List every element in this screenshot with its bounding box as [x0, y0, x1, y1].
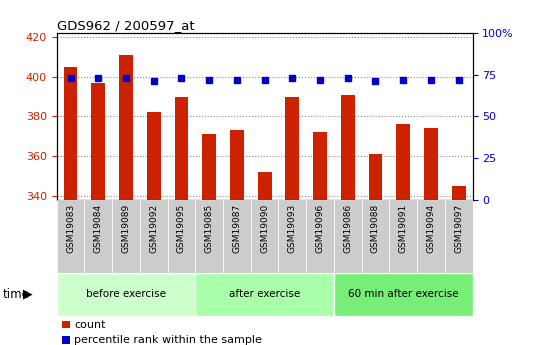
Text: GSM19096: GSM19096 [315, 204, 325, 253]
Bar [445, 200, 472, 273]
Bar [57, 200, 84, 273]
Text: GSM19093: GSM19093 [288, 204, 297, 253]
Bar [167, 200, 195, 273]
Bar [285, 97, 299, 200]
Text: GSM19091: GSM19091 [399, 204, 408, 253]
Text: ▶: ▶ [23, 288, 33, 300]
Text: count: count [74, 320, 105, 329]
Bar [174, 97, 188, 200]
Bar [306, 200, 334, 273]
Bar [424, 128, 438, 200]
Bar [451, 186, 465, 200]
Bar [334, 200, 362, 273]
Text: GSM19095: GSM19095 [177, 204, 186, 253]
Bar [202, 134, 216, 200]
Bar [140, 200, 167, 273]
Bar [119, 55, 133, 200]
Bar [368, 154, 382, 200]
Text: GSM19086: GSM19086 [343, 204, 352, 253]
Bar [147, 112, 161, 200]
Bar [195, 200, 223, 273]
Bar [279, 200, 306, 273]
Text: percentile rank within the sample: percentile rank within the sample [74, 335, 262, 345]
Text: GSM19087: GSM19087 [232, 204, 241, 253]
Text: GDS962 / 200597_at: GDS962 / 200597_at [57, 19, 194, 32]
Bar [362, 200, 389, 273]
Bar [341, 95, 355, 200]
Bar [195, 273, 334, 316]
Text: after exercise: after exercise [229, 289, 300, 299]
Text: GSM19094: GSM19094 [427, 204, 435, 253]
Text: GSM19097: GSM19097 [454, 204, 463, 253]
Bar [396, 125, 410, 200]
Bar [91, 82, 105, 200]
Bar [258, 172, 272, 200]
Text: GSM19083: GSM19083 [66, 204, 75, 253]
Text: time: time [3, 288, 30, 300]
Text: before exercise: before exercise [86, 289, 166, 299]
Text: GSM19089: GSM19089 [122, 204, 131, 253]
Text: GSM19084: GSM19084 [94, 204, 103, 253]
Bar [57, 273, 195, 316]
Bar [84, 200, 112, 273]
Text: 60 min after exercise: 60 min after exercise [348, 289, 458, 299]
Text: GSM19088: GSM19088 [371, 204, 380, 253]
Text: GSM19092: GSM19092 [149, 204, 158, 253]
Bar [251, 200, 279, 273]
Text: GSM19085: GSM19085 [205, 204, 214, 253]
Bar [417, 200, 445, 273]
Bar [334, 273, 472, 316]
Bar [313, 132, 327, 200]
Bar [64, 67, 78, 200]
Bar [389, 200, 417, 273]
Text: GSM19090: GSM19090 [260, 204, 269, 253]
Bar [112, 200, 140, 273]
Bar [230, 130, 244, 200]
Bar [223, 200, 251, 273]
